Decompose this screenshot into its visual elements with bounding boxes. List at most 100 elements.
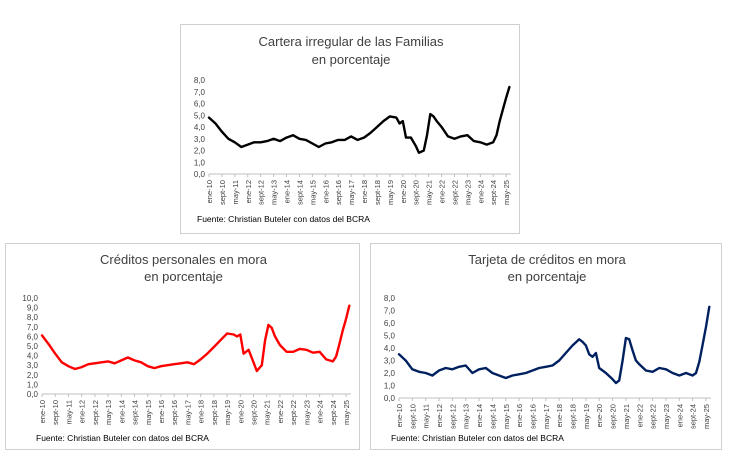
x-tick-label: ene-22: [635, 404, 644, 427]
x-tick-label: sept-22: [450, 180, 459, 205]
x-tick-label: may-13: [270, 180, 279, 205]
x-tick-label: may-19: [582, 404, 591, 429]
x-tick-label: may-23: [302, 400, 311, 425]
x-tick-label: ene-22: [438, 180, 447, 203]
y-tick-label: 5,0: [384, 332, 396, 341]
y-tick-label: 2,0: [27, 371, 39, 380]
x-tick-label: sept-14: [295, 180, 304, 205]
x-tick-label: may-19: [223, 400, 232, 425]
x-tick-label: ene-16: [321, 180, 330, 203]
x-tick-label: ene-20: [399, 180, 408, 203]
source-note: Fuente: Christian Buteler con datos del …: [36, 433, 209, 443]
x-tick-label: sept-14: [488, 404, 497, 429]
chart-tarjeta-creditos: Tarjeta de créditos en mora en porcentaje…: [384, 252, 711, 443]
x-tick-label: sept-20: [250, 400, 259, 425]
x-tick-label: sept-22: [289, 400, 298, 425]
x-tick-label: sept-16: [528, 404, 537, 429]
x-tick-label: sept-24: [329, 400, 338, 425]
x-tick-label: may-21: [263, 400, 272, 425]
x-tick-label: ene-16: [515, 404, 524, 427]
chart-title: Cartera irregular de las Familias: [259, 34, 444, 49]
x-tick-label: ene-16: [157, 400, 166, 423]
y-tick-label: 3,0: [384, 357, 396, 366]
y-tick-label: 8,0: [384, 294, 396, 303]
chart-creditos-personales: Créditos personales en mora en porcentaje…: [22, 252, 351, 443]
x-tick-label: sept-24: [689, 404, 698, 429]
x-tick-label: may-15: [502, 404, 511, 429]
y-tick-label: 10,0: [22, 294, 38, 303]
x-tick-label: ene-20: [595, 404, 604, 427]
y-tick-label: 3,0: [27, 361, 39, 370]
x-tick-label: may-25: [702, 404, 711, 429]
y-tick-label: 2,0: [194, 147, 206, 156]
y-tick-label: 4,0: [384, 344, 396, 353]
y-tick-label: 0,0: [27, 390, 39, 399]
x-tick-label: sept-18: [210, 400, 219, 425]
x-tick-label: may-17: [347, 180, 356, 205]
chart-subtitle: en porcentaje: [144, 269, 223, 284]
y-tick-label: 6,0: [27, 332, 39, 341]
x-tick-label: sept-18: [569, 404, 578, 429]
x-tick-label: ene-12: [435, 404, 444, 427]
x-tick-label: ene-18: [197, 400, 206, 423]
x-tick-label: ene-18: [360, 180, 369, 203]
x-tick-label: may-23: [662, 404, 671, 429]
y-tick-label: 1,0: [194, 158, 206, 167]
x-tick-label: sept-18: [373, 180, 382, 205]
x-tick-label: ene-10: [395, 404, 404, 427]
y-tick-label: 6,0: [384, 319, 396, 328]
x-tick-label: may-25: [342, 400, 351, 425]
x-tick-label: ene-24: [316, 400, 325, 423]
chart-title: Créditos personales en mora: [100, 252, 268, 267]
x-tick-label: ene-24: [675, 404, 684, 427]
y-tick-label: 8,0: [27, 313, 39, 322]
x-tick-label: may-11: [231, 180, 240, 204]
x-tick-label: ene-12: [244, 180, 253, 203]
x-tick-label: ene-22: [276, 400, 285, 423]
x-tick-label: sept-16: [334, 180, 343, 205]
x-tick-label: may-21: [425, 180, 434, 205]
x-tick-label: sept-20: [609, 404, 618, 429]
x-tick-label: sept-12: [448, 404, 457, 429]
x-tick-label: may-13: [104, 400, 113, 425]
x-tick-label: ene-20: [236, 400, 245, 423]
x-tick-label: may-11: [422, 404, 431, 428]
chart-title: Tarjeta de créditos en mora: [468, 252, 626, 267]
y-tick-label: 4,0: [27, 352, 39, 361]
x-tick-label: sept-14: [131, 400, 140, 425]
chart-panel-tarjeta-creditos: Tarjeta de créditos en mora en porcentaje…: [370, 243, 722, 450]
chart-subtitle: en porcentaje: [312, 52, 391, 67]
x-tick-label: sept-12: [91, 400, 100, 425]
x-tick-label: ene-24: [476, 180, 485, 203]
x-tick-label: sept-10: [51, 400, 60, 425]
y-tick-label: 6,0: [194, 100, 206, 109]
y-tick-label: 1,0: [27, 380, 39, 389]
x-tick-label: may-25: [502, 180, 511, 205]
y-tick-label: 7,0: [384, 307, 396, 316]
y-tick-label: 1,0: [384, 382, 396, 391]
source-note: Fuente: Christian Buteler con datos del …: [391, 433, 564, 443]
source-note: Fuente: Christian Buteler con datos del …: [197, 214, 370, 224]
y-tick-label: 2,0: [384, 369, 396, 378]
y-tick-label: 4,0: [194, 123, 206, 132]
x-tick-label: ene-12: [78, 400, 87, 423]
x-tick-label: ene-18: [555, 404, 564, 427]
x-tick-label: sept-20: [412, 180, 421, 205]
x-tick-label: may-13: [462, 404, 471, 429]
x-tick-label: ene-10: [205, 180, 214, 203]
series-line: [40, 304, 351, 373]
x-tick-label: ene-14: [283, 180, 292, 203]
y-tick-label: 7,0: [27, 323, 39, 332]
chart-panel-cartera-irregular: Cartera irregular de las Familias en porc…: [180, 24, 520, 234]
series-line: [207, 85, 511, 154]
y-tick-label: 5,0: [194, 111, 206, 120]
x-tick-label: sept-16: [170, 400, 179, 425]
x-tick-label: may-15: [308, 180, 317, 205]
x-tick-label: ene-10: [38, 400, 47, 423]
y-tick-label: 3,0: [194, 135, 206, 144]
x-tick-label: sept-24: [489, 180, 498, 205]
y-tick-label: 7,0: [194, 88, 206, 97]
x-tick-label: ene-14: [117, 400, 126, 423]
y-tick-label: 0,0: [194, 170, 206, 179]
chart-cartera-irregular: Cartera irregular de las Familias en porc…: [194, 34, 511, 224]
